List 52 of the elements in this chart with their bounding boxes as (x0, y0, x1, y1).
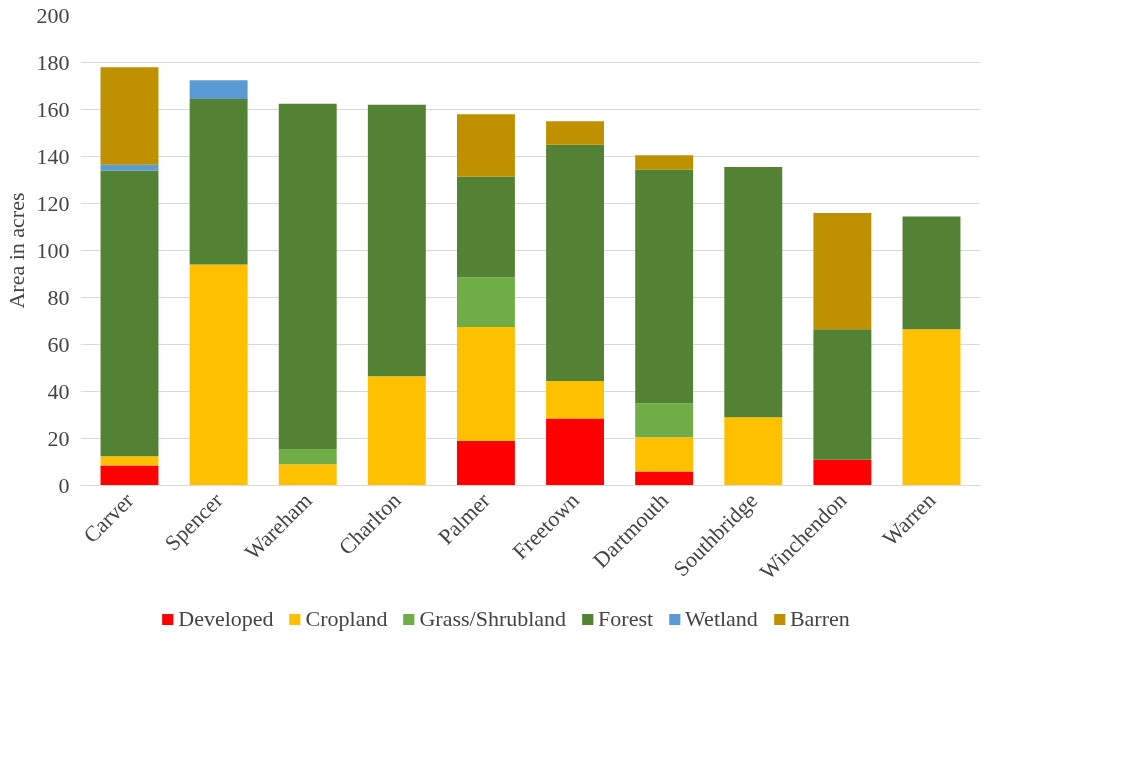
y-tick-label: 160 (36, 96, 70, 122)
bar (456, 176, 515, 278)
y-tick-label: 40 (47, 378, 70, 404)
bar (635, 169, 694, 404)
legend-label: Cropland (305, 606, 388, 632)
y-tick-label: 180 (36, 49, 70, 75)
bar (189, 264, 248, 486)
bar (546, 380, 605, 419)
bar (902, 216, 961, 330)
bar (635, 155, 694, 170)
bar (456, 440, 515, 486)
bar (546, 144, 605, 381)
legend-label: Forest (598, 606, 654, 632)
y-tick-label: 20 (47, 425, 70, 451)
legend-label: Barren (789, 606, 850, 632)
bar (635, 403, 694, 438)
bar (456, 277, 515, 327)
y-tick-label: 100 (36, 237, 70, 263)
bar (278, 464, 337, 486)
bar (635, 437, 694, 472)
bar (100, 465, 159, 486)
y-tick-label: 0 (58, 472, 70, 498)
y-tick-label: 80 (47, 284, 70, 310)
y-axis-title: Area in acres (3, 192, 29, 309)
bar (189, 98, 248, 265)
bar (367, 376, 426, 486)
bar (724, 167, 783, 418)
legend-label: Wetland (685, 606, 758, 632)
bar (724, 417, 783, 486)
bar (456, 326, 515, 441)
y-tick-label: 60 (47, 331, 70, 357)
y-tick-label: 200 (36, 2, 70, 28)
bar (813, 459, 872, 486)
bar (278, 103, 337, 450)
legend-label: Developed (178, 606, 274, 632)
bar (278, 449, 337, 465)
legend-label: Grass/Shrubland (419, 606, 567, 632)
bar (546, 418, 605, 486)
bar (902, 329, 961, 486)
bar (100, 170, 159, 457)
bar (813, 329, 872, 460)
bar (635, 471, 694, 486)
bar (100, 456, 159, 466)
bar (100, 67, 159, 165)
bar (367, 104, 426, 377)
bar (100, 164, 159, 171)
y-tick-label: 120 (36, 190, 70, 216)
y-tick-label: 140 (36, 143, 70, 169)
bar (189, 80, 248, 99)
bar (813, 212, 872, 330)
bar (546, 121, 605, 145)
bar (456, 114, 515, 177)
